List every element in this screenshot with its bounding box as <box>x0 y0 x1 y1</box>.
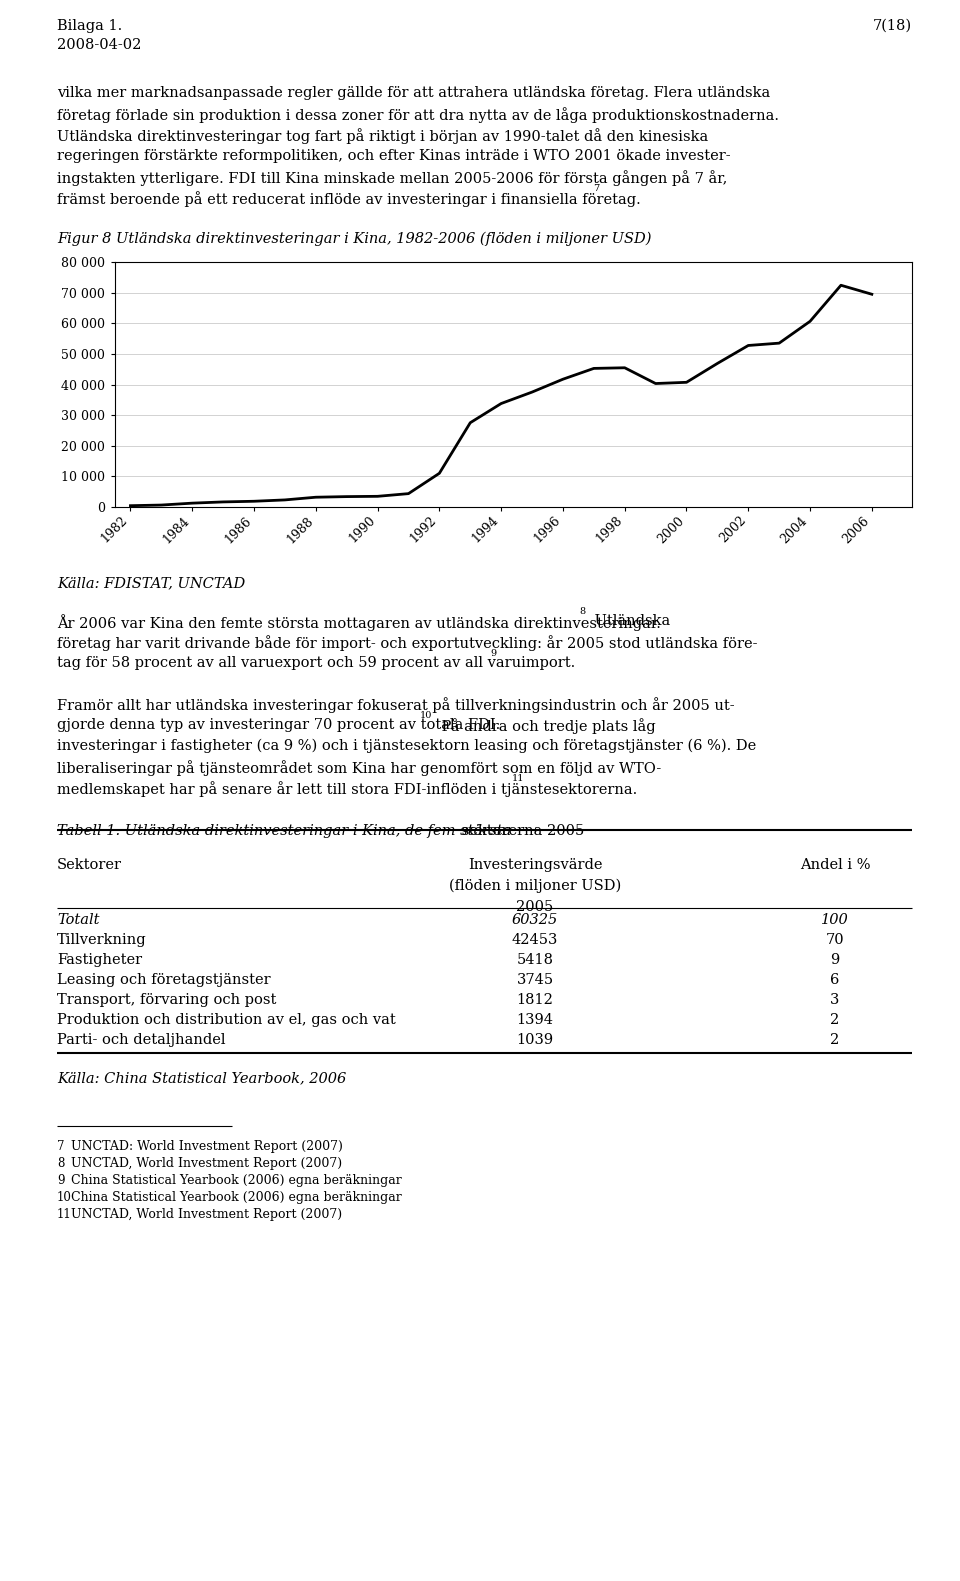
Text: 9: 9 <box>490 648 496 658</box>
Text: 1394: 1394 <box>516 1013 554 1028</box>
Text: China Statistical Yearbook (2006) egna beräkningar: China Statistical Yearbook (2006) egna b… <box>71 1190 401 1205</box>
Text: 11: 11 <box>512 775 524 783</box>
Text: 9: 9 <box>830 953 840 968</box>
Text: 11: 11 <box>57 1208 72 1221</box>
Text: 7: 7 <box>57 1140 64 1153</box>
Text: Transport, förvaring och post: Transport, förvaring och post <box>57 993 276 1007</box>
Text: 3: 3 <box>830 993 840 1007</box>
Text: UNCTAD, World Investment Report (2007): UNCTAD, World Investment Report (2007) <box>71 1208 342 1221</box>
Text: 42453: 42453 <box>512 933 558 947</box>
Text: Fastigheter: Fastigheter <box>57 953 142 968</box>
Text: 5418: 5418 <box>516 953 554 968</box>
Text: gjorde denna typ av investeringar 70 procent av totala FDI.: gjorde denna typ av investeringar 70 pro… <box>57 718 500 732</box>
Text: Källa: China Statistical Yearbook, 2006: Källa: China Statistical Yearbook, 2006 <box>57 1070 347 1085</box>
Text: 9: 9 <box>57 1175 64 1187</box>
Text: 6: 6 <box>830 972 840 987</box>
Text: Produktion och distribution av el, gas och vat: Produktion och distribution av el, gas o… <box>57 1013 396 1028</box>
Text: Tillverkning: Tillverkning <box>57 933 147 947</box>
Text: Tabell 1. Utländska direktinvesteringar i Kina, de fem största: Tabell 1. Utländska direktinvesteringar … <box>57 824 512 838</box>
Text: Investeringsvärde: Investeringsvärde <box>468 858 602 873</box>
Text: 100: 100 <box>821 912 849 926</box>
Text: 8: 8 <box>579 607 586 617</box>
Text: Andel i %: Andel i % <box>800 858 871 873</box>
Text: 2: 2 <box>830 1032 840 1047</box>
Text: Totalt: Totalt <box>57 912 100 926</box>
Text: Utländska: Utländska <box>590 613 670 628</box>
Text: 1812: 1812 <box>516 993 553 1007</box>
Text: främst beroende på ett reducerat inflöde av investeringar i finansiella företag.: främst beroende på ett reducerat inflöde… <box>57 191 640 207</box>
Text: företag förlade sin produktion i dessa zoner för att dra nytta av de låga produk: företag förlade sin produktion i dessa z… <box>57 108 779 123</box>
Text: 2: 2 <box>830 1013 840 1028</box>
Text: 8: 8 <box>57 1157 64 1170</box>
Text: UNCTAD: World Investment Report (2007): UNCTAD: World Investment Report (2007) <box>71 1140 343 1153</box>
Text: Figur 8 Utländska direktinvesteringar i Kina, 1982-2006 (flöden i miljoner USD): Figur 8 Utländska direktinvesteringar i … <box>57 232 652 247</box>
Text: investeringar i fastigheter (ca 9 %) och i tjänstesektorn leasing och företagstj: investeringar i fastigheter (ca 9 %) och… <box>57 738 756 754</box>
Text: ingstakten ytterligare. FDI till Kina minskade mellan 2005-2006 för första gånge: ingstakten ytterligare. FDI till Kina mi… <box>57 171 728 187</box>
Text: Utländska direktinvesteringar tog fart på riktigt i början av 1990-talet då den : Utländska direktinvesteringar tog fart p… <box>57 128 708 144</box>
Text: På andra och tredje plats låg: På andra och tredje plats låg <box>437 718 656 734</box>
Text: Framör allt har utländska investeringar fokuserat på tillverkningsindustrin och : Framör allt har utländska investeringar … <box>57 697 734 713</box>
Text: 10: 10 <box>420 711 432 719</box>
Text: Parti- och detaljhandel: Parti- och detaljhandel <box>57 1032 226 1047</box>
Text: liberaliseringar på tjänsteområdet som Kina har genomfört som en följd av WTO-: liberaliseringar på tjänsteområdet som K… <box>57 760 661 776</box>
Text: 10: 10 <box>57 1190 72 1205</box>
Text: 60325: 60325 <box>512 912 558 926</box>
Text: 7(18): 7(18) <box>873 19 912 33</box>
Text: 7: 7 <box>593 183 599 193</box>
Text: företag har varit drivande både för import- och exportutveckling: år 2005 stod u: företag har varit drivande både för impo… <box>57 636 757 651</box>
Text: 2005: 2005 <box>516 900 554 914</box>
Text: tag för 58 procent av all varuexport och 59 procent av all varuimport.: tag för 58 procent av all varuexport och… <box>57 656 575 670</box>
Text: medlemskapet har på senare år lett till stora FDI-inflöden i tjänstesektorerna.: medlemskapet har på senare år lett till … <box>57 781 637 797</box>
Text: regeringen förstärkte reformpolitiken, och efter Kinas inträde i WTO 2001 ökade : regeringen förstärkte reformpolitiken, o… <box>57 149 731 163</box>
Text: 2008-04-02: 2008-04-02 <box>57 38 141 52</box>
Text: Leasing och företagstjänster: Leasing och företagstjänster <box>57 972 271 987</box>
Text: 3745: 3745 <box>516 972 554 987</box>
Text: sektorerna 2005: sektorerna 2005 <box>457 824 585 838</box>
Text: Källa: FDISTAT, UNCTAD: Källa: FDISTAT, UNCTAD <box>57 575 245 590</box>
Text: 70: 70 <box>826 933 844 947</box>
Text: UNCTAD, World Investment Report (2007): UNCTAD, World Investment Report (2007) <box>71 1157 342 1170</box>
Text: (flöden i miljoner USD): (flöden i miljoner USD) <box>449 879 621 893</box>
Text: Sektorer: Sektorer <box>57 858 122 873</box>
Text: År 2006 var Kina den femte största mottagaren av utländska direktinvesteringar.: År 2006 var Kina den femte största motta… <box>57 613 660 631</box>
Text: 1039: 1039 <box>516 1032 554 1047</box>
Text: Bilaga 1.: Bilaga 1. <box>57 19 122 33</box>
Text: vilka mer marknadsanpassade regler gällde för att attrahera utländska företag. F: vilka mer marknadsanpassade regler gälld… <box>57 85 770 100</box>
Text: China Statistical Yearbook (2006) egna beräkningar: China Statistical Yearbook (2006) egna b… <box>71 1175 401 1187</box>
